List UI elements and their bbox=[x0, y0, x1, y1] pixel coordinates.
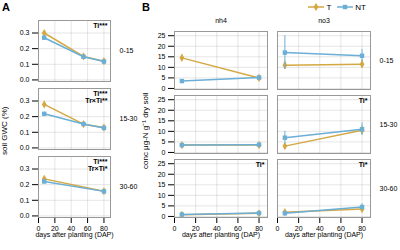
svg-text:25: 25 bbox=[158, 32, 166, 39]
svg-text:days after planting (DAP): days after planting (DAP) bbox=[285, 231, 363, 239]
svg-text:15: 15 bbox=[158, 181, 166, 188]
html-text:NT: NT bbox=[355, 2, 366, 12]
svg-text:40: 40 bbox=[67, 225, 76, 233]
svg-text:80: 80 bbox=[100, 225, 108, 233]
svg-text:days after planting (DAP): days after planting (DAP) bbox=[182, 231, 260, 239]
svg-text:20: 20 bbox=[158, 171, 166, 178]
svg-text:60: 60 bbox=[83, 225, 92, 233]
svg-text:0: 0 bbox=[162, 85, 166, 92]
svg-text:0: 0 bbox=[173, 225, 177, 232]
svg-text:0.0: 0.0 bbox=[20, 212, 30, 219]
html-text:conc μg-N g⁻¹ dry soil: conc μg-N g⁻¹ dry soil bbox=[141, 92, 150, 170]
svg-text:60: 60 bbox=[234, 225, 242, 233]
svg-text:no3: no3 bbox=[318, 17, 330, 24]
svg-text:Ti*: Ti* bbox=[256, 161, 265, 168]
svg-text:60: 60 bbox=[337, 225, 345, 233]
svg-text:20: 20 bbox=[158, 107, 166, 114]
svg-text:0.3: 0.3 bbox=[20, 97, 30, 104]
html-text:A: A bbox=[2, 1, 10, 13]
svg-text:10: 10 bbox=[158, 192, 166, 199]
svg-text:25: 25 bbox=[158, 160, 166, 167]
svg-text:25: 25 bbox=[158, 96, 166, 103]
svg-text:15-30: 15-30 bbox=[120, 115, 138, 122]
svg-text:30-60: 30-60 bbox=[380, 185, 398, 192]
svg-text:5: 5 bbox=[162, 74, 166, 81]
svg-text:40: 40 bbox=[212, 225, 221, 233]
svg-text:Ti*: Ti* bbox=[359, 97, 368, 104]
svg-text:10: 10 bbox=[158, 128, 166, 135]
svg-text:0.1: 0.1 bbox=[20, 61, 30, 68]
svg-text:20: 20 bbox=[294, 225, 303, 233]
svg-text:0.0: 0.0 bbox=[20, 76, 30, 83]
svg-text:0-15: 0-15 bbox=[380, 57, 394, 64]
svg-text:0-15: 0-15 bbox=[120, 47, 134, 54]
svg-text:15: 15 bbox=[158, 117, 166, 124]
svg-text:20: 20 bbox=[158, 43, 166, 50]
svg-text:5: 5 bbox=[162, 138, 166, 145]
svg-text:0: 0 bbox=[276, 225, 280, 232]
svg-text:Ti*: Ti* bbox=[359, 161, 368, 168]
svg-text:0.3: 0.3 bbox=[20, 29, 30, 36]
svg-text:0: 0 bbox=[162, 213, 166, 220]
html-text:T: T bbox=[326, 2, 332, 12]
svg-text:0.2: 0.2 bbox=[20, 45, 30, 52]
svg-text:0.2: 0.2 bbox=[20, 181, 30, 188]
svg-text:0: 0 bbox=[162, 149, 166, 156]
svg-text:40: 40 bbox=[315, 225, 324, 233]
svg-text:80: 80 bbox=[358, 225, 366, 233]
svg-text:nh4: nh4 bbox=[215, 17, 227, 24]
svg-text:5: 5 bbox=[162, 202, 166, 209]
svg-text:0.2: 0.2 bbox=[20, 113, 30, 120]
html-text:B: B bbox=[142, 1, 150, 13]
svg-text:20: 20 bbox=[51, 225, 59, 233]
svg-text:20: 20 bbox=[191, 225, 200, 233]
svg-text:0: 0 bbox=[36, 225, 41, 233]
svg-text:Ti***: Ti*** bbox=[93, 22, 108, 29]
svg-text:30-60: 30-60 bbox=[120, 183, 138, 190]
svg-text:0.1: 0.1 bbox=[20, 129, 30, 136]
svg-text:15: 15 bbox=[158, 53, 166, 60]
html-text:soil GWC (%): soil GWC (%) bbox=[0, 106, 9, 156]
svg-text:10: 10 bbox=[158, 64, 166, 71]
svg-text:0.0: 0.0 bbox=[20, 144, 30, 151]
svg-text:days after planting (DAP): days after planting (DAP) bbox=[35, 231, 113, 239]
svg-text:Ti***Tr×Ti*: Ti***Tr×Ti* bbox=[88, 158, 108, 172]
svg-text:Ti***Tr×Ti**: Ti***Tr×Ti** bbox=[85, 90, 108, 104]
svg-text:0.3: 0.3 bbox=[20, 165, 30, 172]
svg-text:0.1: 0.1 bbox=[20, 197, 30, 204]
svg-text:15-30: 15-30 bbox=[380, 121, 398, 128]
svg-text:80: 80 bbox=[255, 225, 263, 233]
